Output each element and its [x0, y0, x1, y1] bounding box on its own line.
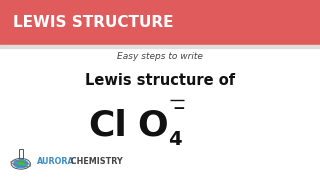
Text: AURORA: AURORA	[37, 158, 75, 166]
Text: CHEMISTRY: CHEMISTRY	[68, 158, 123, 166]
Bar	[19, 149, 23, 159]
Text: −: −	[172, 101, 185, 116]
Text: 4: 4	[168, 130, 181, 149]
Circle shape	[19, 161, 25, 165]
Text: O: O	[137, 109, 168, 143]
Text: Lewis structure of: Lewis structure of	[85, 73, 235, 88]
Bar	[0, 45, 320, 48]
Text: LEWIS STRUCTURE: LEWIS STRUCTURE	[13, 15, 173, 30]
Bar	[0, 0, 320, 45]
Text: Easy steps to write: Easy steps to write	[117, 52, 203, 61]
Text: Cl: Cl	[88, 109, 127, 143]
Circle shape	[14, 160, 28, 168]
